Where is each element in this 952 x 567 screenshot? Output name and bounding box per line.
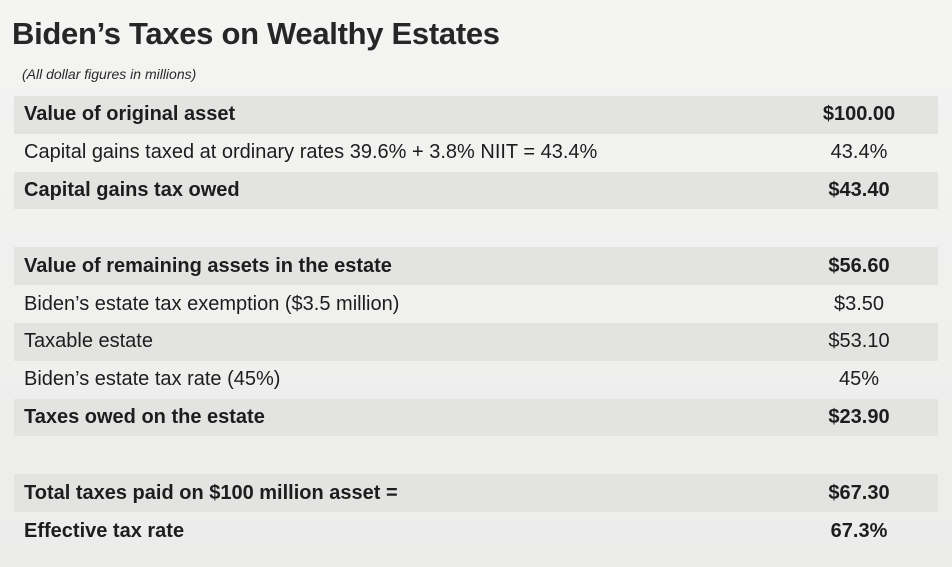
row-value: $23.90: [828, 405, 890, 428]
row-label: Value of original asset: [24, 103, 236, 126]
row-value: $43.40: [828, 178, 890, 201]
table-row-original-asset: Value of original asset $100.00: [14, 96, 938, 134]
row-label: Value of remaining assets in the estate: [24, 254, 392, 277]
table-row-estate-exemption: Biden’s estate tax exemption ($3.5 milli…: [14, 285, 938, 323]
row-label: Taxes owed on the estate: [24, 405, 265, 428]
row-value: $67.30: [828, 481, 890, 504]
table-row-estate-tax-rate: Biden’s estate tax rate (45%) 45%: [14, 361, 938, 399]
row-value: 43.4%: [830, 141, 888, 164]
page-title: Biden’s Taxes on Wealthy Estates: [12, 16, 500, 51]
row-value: $3.50: [833, 292, 885, 315]
table-spacer: [14, 209, 938, 247]
row-label: Effective tax rate: [24, 519, 185, 542]
table-row-taxable-estate: Taxable estate $53.10: [14, 322, 938, 361]
table-row-remaining-assets: Value of remaining assets in the estate …: [14, 247, 938, 286]
row-value: 45%: [838, 368, 880, 391]
table-row-effective-rate: Effective tax rate 67.3%: [14, 512, 938, 550]
row-value: $53.10: [828, 330, 890, 353]
row-label: Total taxes paid on $100 million asset =: [24, 481, 398, 504]
page-subtitle: (All dollar figures in millions): [22, 66, 197, 82]
table-spacer: [14, 436, 938, 474]
row-label: Taxable estate: [24, 330, 153, 353]
table-row-total-taxes: Total taxes paid on $100 million asset =…: [14, 474, 938, 513]
row-value: 67.3%: [830, 519, 888, 542]
tax-table: Value of original asset $100.00 Capital …: [14, 96, 938, 550]
row-value: $56.60: [828, 254, 890, 277]
row-label: Biden’s estate tax rate (45%): [24, 368, 281, 391]
row-label: Capital gains taxed at ordinary rates 39…: [24, 141, 598, 164]
table-row-capital-gains-rate: Capital gains taxed at ordinary rates 39…: [14, 134, 938, 172]
row-label: Biden’s estate tax exemption ($3.5 milli…: [24, 292, 400, 315]
table-row-estate-taxes-owed: Taxes owed on the estate $23.90: [14, 398, 938, 437]
row-value: $100.00: [822, 103, 896, 126]
row-label: Capital gains tax owed: [24, 178, 240, 201]
table-row-capital-gains-owed: Capital gains tax owed $43.40: [14, 171, 938, 210]
